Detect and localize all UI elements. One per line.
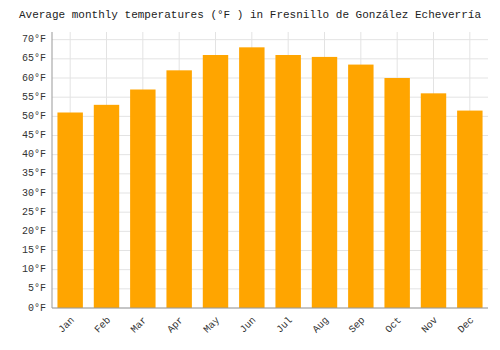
y-tick-label: 60°F: [22, 73, 46, 84]
bar: [203, 55, 228, 308]
x-tick-label: Jul: [274, 315, 295, 336]
bar: [57, 113, 82, 309]
bar: [94, 105, 119, 308]
y-tick-label: 0°F: [28, 303, 46, 314]
grid: [52, 32, 488, 308]
y-tick-label: 25°F: [22, 207, 46, 218]
chart: 0°F 5°F 10°F 15°F 20°F 25°F 30°F 35°F 40°F 45°F 50…: [0, 0, 500, 350]
bars: [57, 47, 482, 308]
y-grid-line: [52, 39, 488, 40]
x-tick-label: Nov: [420, 315, 441, 336]
y-tick-label: 10°F: [22, 264, 46, 275]
bar: [312, 57, 337, 308]
x-tick-label: Jan: [56, 315, 77, 336]
y-tick-label: 20°F: [22, 226, 46, 237]
title: Average monthly temperatures (°F ) in Fr…: [19, 9, 481, 21]
axes: 0°F 5°F 10°F 15°F 20°F 25°F 30°F 35°F 40°F 45°F 50…: [22, 32, 488, 335]
y-grid-line: [52, 58, 488, 59]
bar: [166, 70, 191, 308]
bar: [384, 78, 409, 308]
y-tick-label: 50°F: [22, 111, 46, 122]
chart-container: 0°F 5°F 10°F 15°F 20°F 25°F 30°F 35°F 40°F 45°F 50…: [0, 0, 500, 350]
y-axis-line: [52, 32, 53, 308]
x-axis-line: [52, 308, 488, 309]
y-tick-label: 70°F: [22, 34, 46, 45]
bar: [239, 47, 264, 308]
x-tick-label: May: [202, 315, 223, 336]
y-grid-line: [52, 78, 488, 79]
x-tick-label: Feb: [93, 315, 114, 336]
y-tick-label: 5°F: [28, 283, 46, 294]
y-grid-line: [52, 308, 488, 309]
y-tick-label: 65°F: [22, 53, 46, 64]
x-tick-label: Mar: [129, 315, 150, 336]
x-tick-label: Oct: [383, 315, 404, 336]
y-tick-label: 55°F: [22, 92, 46, 103]
x-tick-label: Apr: [165, 315, 186, 336]
x-tick-label: Aug: [311, 315, 332, 336]
bar: [275, 55, 300, 308]
y-tick-label: 40°F: [22, 149, 46, 160]
y-tick-label: 30°F: [22, 188, 46, 199]
y-tick-label: 35°F: [22, 168, 46, 179]
x-tick-label: Jun: [238, 315, 259, 336]
x-tick-label: Sep: [347, 315, 368, 336]
y-tick-label: 15°F: [22, 245, 46, 256]
bar: [421, 93, 446, 308]
x-tick-label: Dec: [456, 315, 477, 336]
bar: [130, 90, 155, 309]
bar: [457, 111, 482, 308]
y-tick-label: 45°F: [22, 130, 46, 141]
bar: [348, 65, 373, 308]
